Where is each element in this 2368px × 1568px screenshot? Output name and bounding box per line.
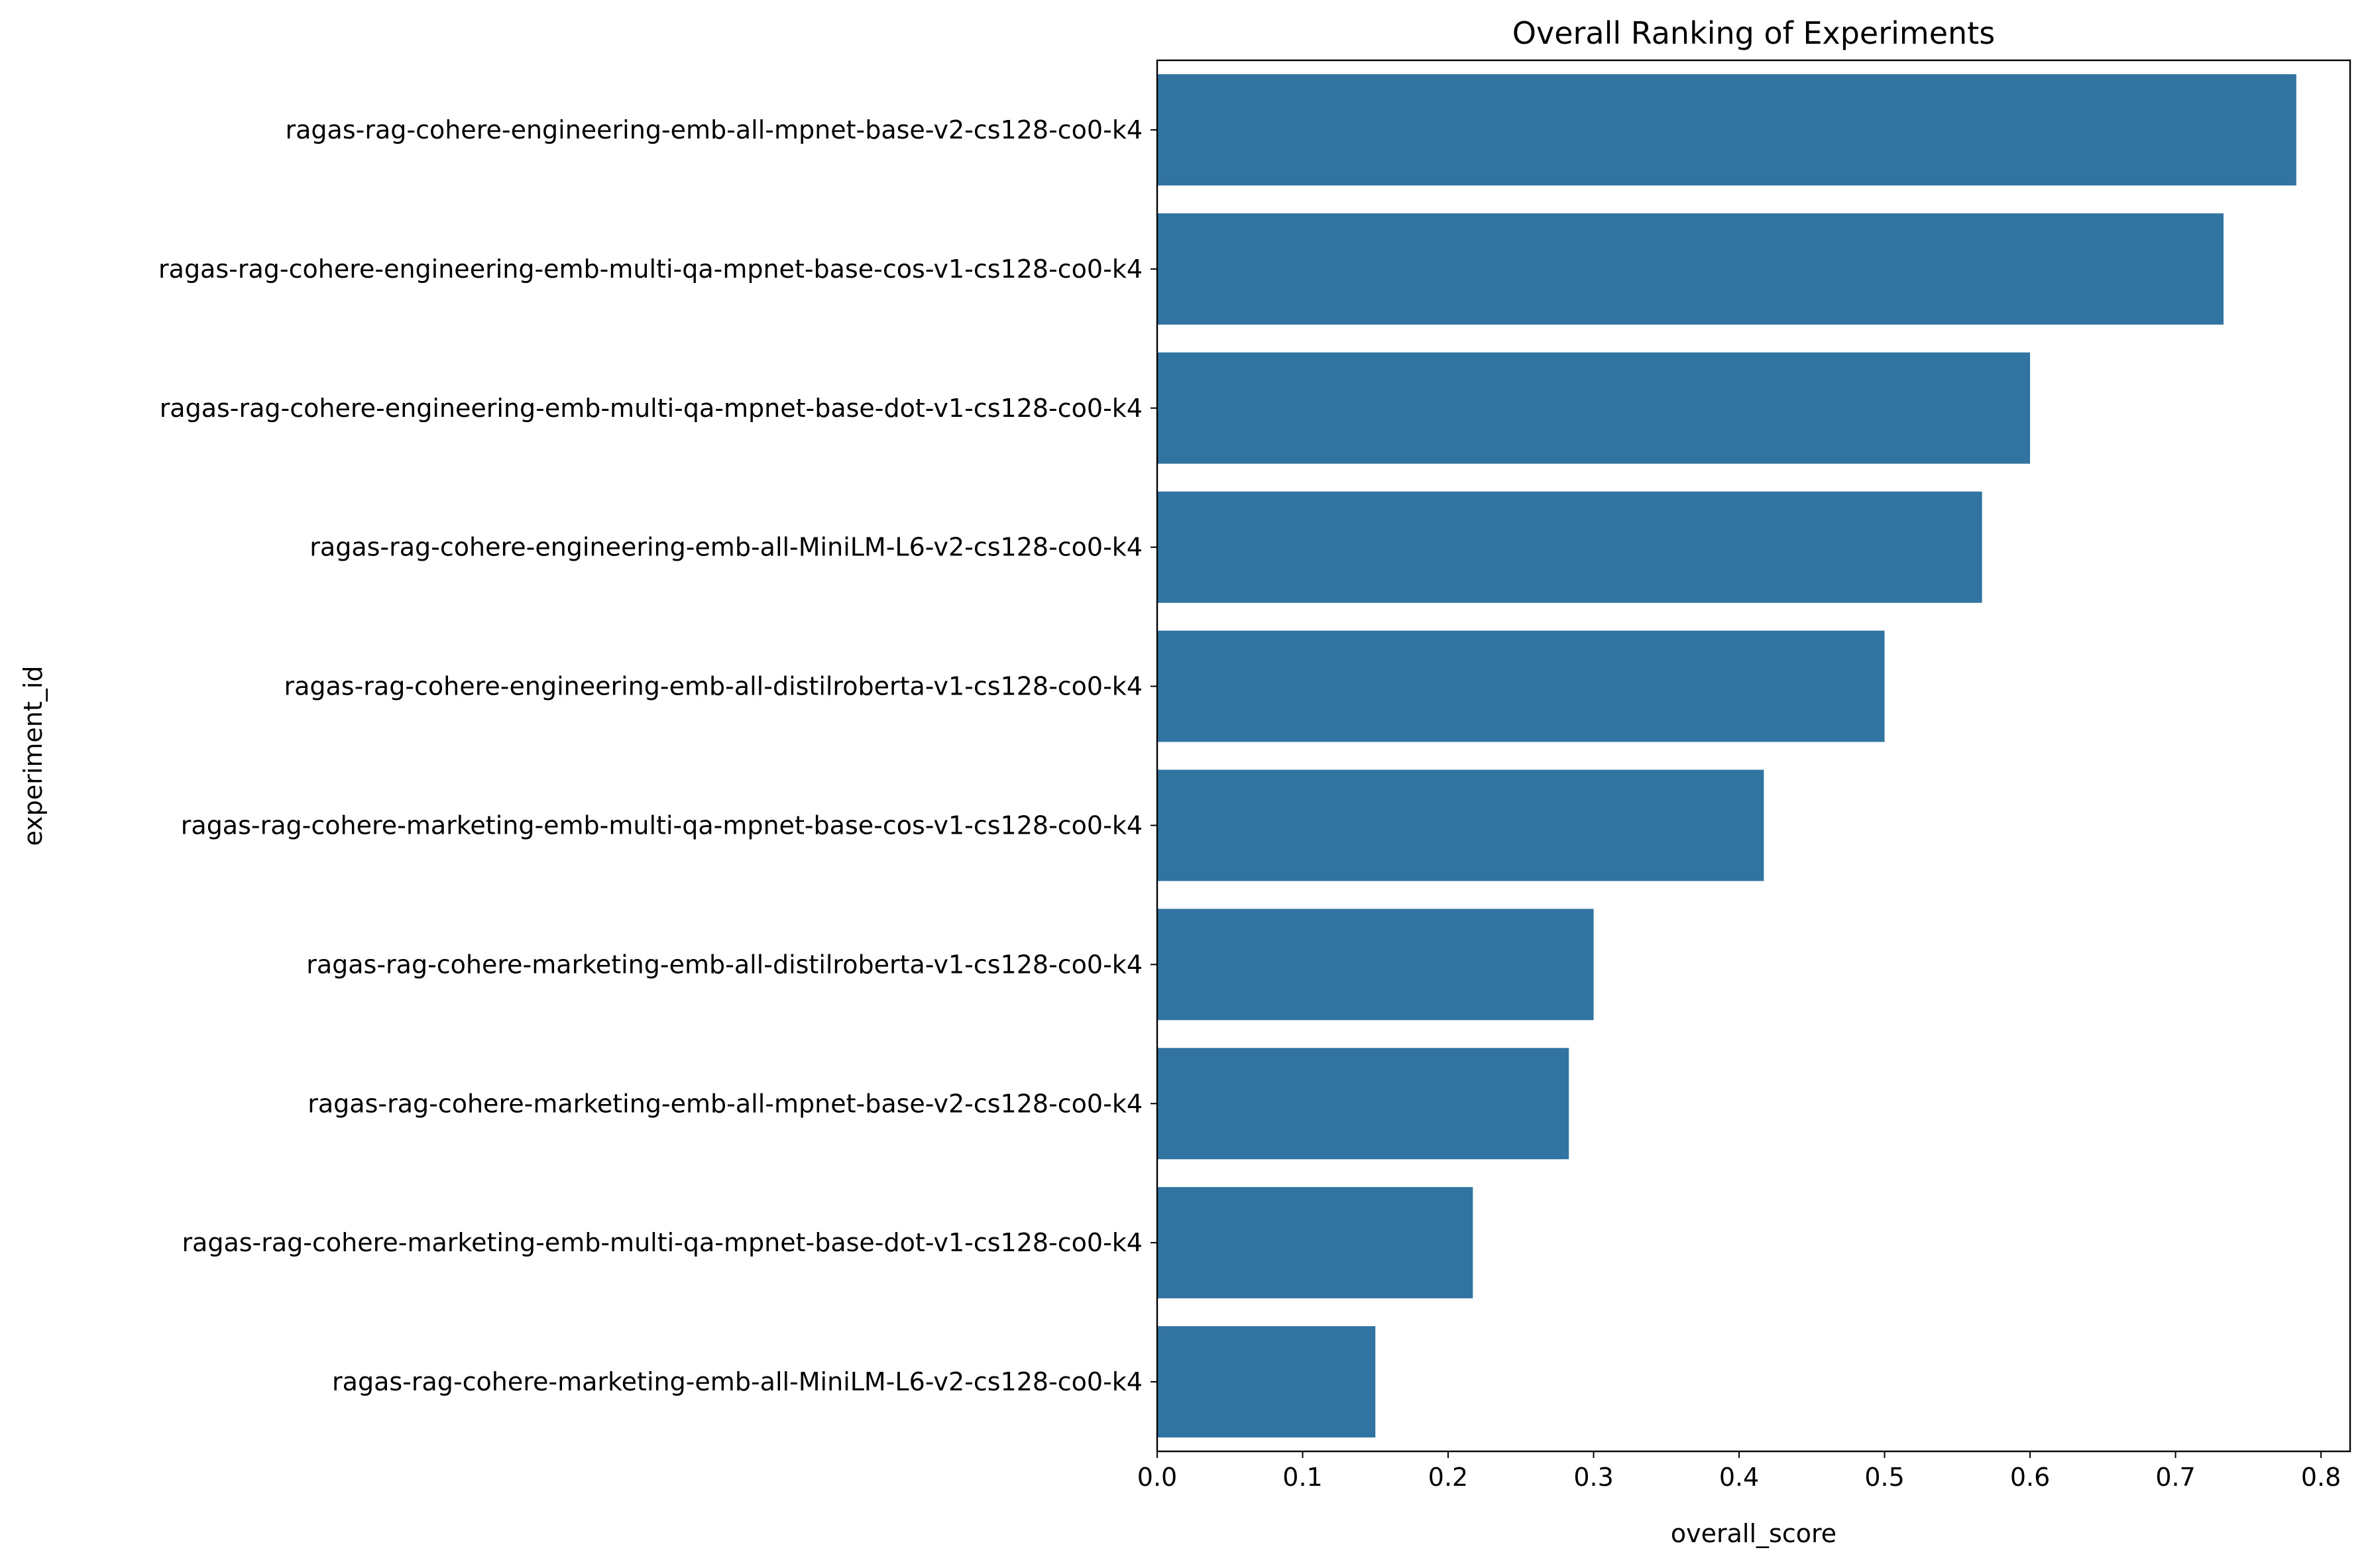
x-tick-label: 0.0: [1137, 1463, 1177, 1492]
x-tick-label: 0.7: [2155, 1463, 2195, 1492]
x-tick-label: 0.1: [1282, 1463, 1322, 1492]
bar-3: [1157, 352, 2031, 464]
bar-6: [1157, 769, 1764, 881]
y-tick-label: ragas-rag-cohere-engineering-emb-all-dis…: [284, 672, 1143, 701]
y-tick-label: ragas-rag-cohere-engineering-emb-multi-q…: [160, 394, 1143, 423]
x-tick-label: 0.6: [2010, 1463, 2050, 1492]
y-tick-label: ragas-rag-cohere-engineering-emb-all-Min…: [310, 533, 1143, 562]
y-tick-label: ragas-rag-cohere-marketing-emb-multi-qa-…: [182, 1228, 1143, 1257]
x-tick-label: 0.4: [1719, 1463, 1759, 1492]
bar-7: [1157, 909, 1594, 1021]
bars-group: [1157, 74, 2296, 1438]
bar-2: [1157, 213, 2224, 325]
x-tick-label: 0.3: [1573, 1463, 1613, 1492]
x-tick-label: 0.2: [1428, 1463, 1468, 1492]
bar-4: [1157, 491, 1982, 603]
y-tick-label: ragas-rag-cohere-marketing-emb-multi-qa-…: [181, 811, 1143, 840]
bar-8: [1157, 1048, 1569, 1160]
x-tick-label: 0.5: [1864, 1463, 1904, 1492]
x-tick-label: 0.8: [2301, 1463, 2341, 1492]
chart-title: Overall Ranking of Experiments: [1512, 15, 1995, 51]
y-tick-label: ragas-rag-cohere-marketing-emb-all-disti…: [306, 950, 1143, 979]
y-axis-ticks: ragas-rag-cohere-engineering-emb-all-mpn…: [158, 115, 1157, 1396]
bar-1: [1157, 74, 2296, 186]
y-axis-title: experiment_id: [19, 666, 48, 846]
y-tick-label: ragas-rag-cohere-engineering-emb-multi-q…: [158, 254, 1143, 284]
y-tick-label: ragas-rag-cohere-marketing-emb-all-MiniL…: [332, 1367, 1143, 1396]
y-tick-label: ragas-rag-cohere-engineering-emb-all-mpn…: [286, 115, 1143, 144]
bar-10: [1157, 1326, 1376, 1438]
plot-frame: [1156, 59, 2351, 1453]
y-tick-label: ragas-rag-cohere-marketing-emb-all-mpnet…: [308, 1089, 1143, 1118]
x-axis-ticks: 0.0 0.1 0.2 0.3 0.4 0.5 0.6 0.7 0.8: [1137, 1451, 2341, 1492]
bar-9: [1157, 1187, 1473, 1299]
bar-5: [1157, 630, 1885, 742]
x-axis-title: overall_score: [1671, 1519, 1836, 1548]
